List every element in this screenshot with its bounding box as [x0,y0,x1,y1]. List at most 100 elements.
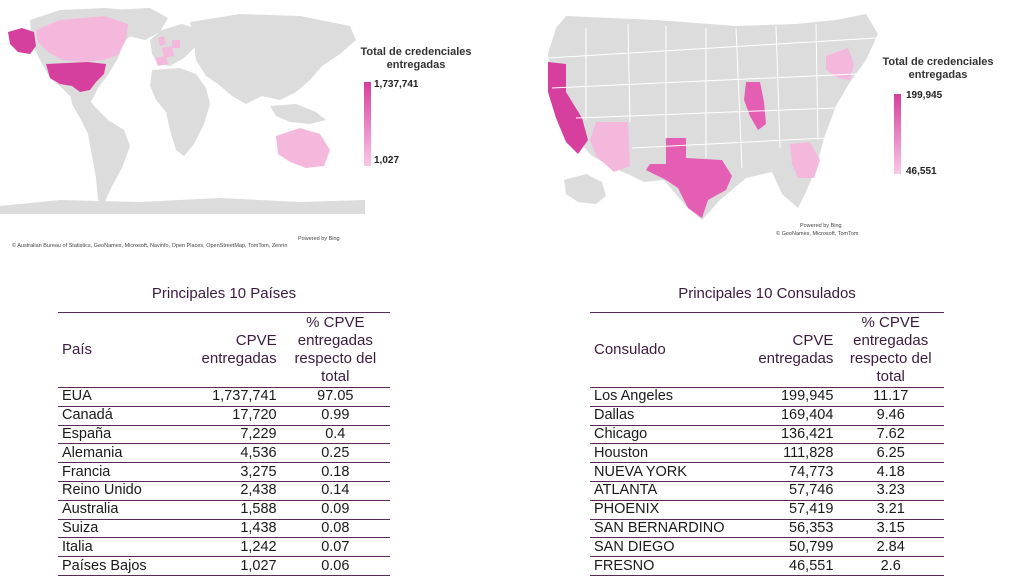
country-cpve: 1,588 [171,500,281,520]
table-row: NUEVA YORK 74,773 4.18 [590,462,944,482]
map-region-greenland [110,8,168,40]
consulate-cpve: 74,773 [737,462,838,482]
table-row: Houston 111,828 6.25 [590,443,944,464]
consulate-cpve: 56,353 [737,519,838,539]
us-powered-by: Powered by Bing [800,223,842,229]
country-pct: 0.99 [280,406,390,426]
table-row: Reino Unido 2,438 0.14 [58,481,390,501]
country-pct: 0.09 [280,500,390,520]
map-region-asia [190,14,356,104]
world-legend-title: Total de credenciales entregadas [360,46,472,71]
consulate-cpve: 136,421 [737,425,838,445]
country-pct: 0.4 [280,425,390,445]
consulate-pct: 2.84 [837,537,944,558]
map-region-canada [36,16,128,62]
table-row: FRESNO 46,551 2.6 [590,556,944,576]
map-region-australia [276,128,330,168]
world-legend-max: 1,737,741 [374,79,419,90]
map-region-uk [158,36,166,46]
map-region-alaska [8,28,36,54]
country-name: Francia [58,462,172,482]
country-cpve: 4,536 [171,443,281,464]
country-name: Países Bajos [58,556,172,576]
consulate-name: NUEVA YORK [590,462,738,482]
country-cpve: 1,242 [171,537,281,558]
country-pct: 0.06 [280,556,390,576]
us-attribution[interactable]: © GeoNames, Microsoft, TomTom [776,231,859,237]
consulates-table-header: Consulado CPVE entregadas % CPVE entrega… [590,312,944,388]
table-row: Italia 1,242 0.07 [58,537,390,558]
world-map-svg [0,8,365,214]
country-cpve: 2,438 [171,481,281,501]
country-name: España [58,425,172,445]
consulate-cpve: 57,746 [737,481,838,501]
consulate-name: Chicago [590,425,738,445]
world-powered-by: Powered by Bing [298,236,340,242]
table-row: España 7,229 0.4 [58,425,390,445]
map-region-antarctica [0,198,365,214]
countries-table-header: País CPVE entregadas % CPVE entregadas r… [58,312,390,388]
col-header-country: País [58,312,172,388]
consulate-cpve: 111,828 [737,443,838,464]
country-cpve: 3,275 [171,462,281,482]
country-pct: 0.25 [280,443,390,464]
us-legend-title: Total de credenciales entregadas [882,56,994,81]
country-cpve: 1,737,741 [171,387,281,407]
consulate-pct: 6.25 [837,443,944,464]
consulate-pct: 3.15 [837,519,944,539]
consulate-name: ATLANTA [590,481,738,501]
consulate-pct: 4.18 [837,462,944,482]
us-legend-min: 46,551 [906,166,937,177]
country-name: Italia [58,537,172,558]
map-region-usa [46,62,106,92]
country-cpve: 1,027 [171,556,281,576]
table-row: Alemania 4,536 0.25 [58,443,390,464]
table-row: PHOENIX 57,419 3.21 [590,500,944,520]
map-region-california [548,62,588,154]
table-row: EUA 1,737,741 97.05 [58,387,390,407]
consulate-pct: 7.62 [837,425,944,445]
country-name: Reino Unido [58,481,172,501]
table-row: Países Bajos 1,027 0.06 [58,556,390,576]
countries-table-title: Principales 10 Países [151,285,297,302]
map-region-africa [150,68,210,156]
country-cpve: 7,229 [171,425,281,445]
map-region-illinois [744,82,766,130]
consulate-pct: 3.21 [837,500,944,520]
country-name: Alemania [58,443,172,464]
consulate-cpve: 57,419 [737,500,838,520]
col-header-cpve: CPVE entregadas [737,312,838,388]
table-row: Francia 3,275 0.18 [58,462,390,482]
world-attribution[interactable]: © Australian Bureau of Statistics, GeoNa… [12,243,288,249]
consulates-table: Consulado CPVE entregadas % CPVE entrega… [590,312,944,576]
us-map: Total de credenciales entregadas 199,945… [536,8,994,244]
country-name: Australia [58,500,172,520]
country-name: Suiza [58,519,172,539]
map-region-arizona [590,122,630,172]
table-row: SAN BERNARDINO 56,353 3.15 [590,519,944,539]
table-row: Australia 1,588 0.09 [58,500,390,520]
table-row: Suiza 1,438 0.08 [58,519,390,539]
country-pct: 0.14 [280,481,390,501]
consulate-cpve: 50,799 [737,537,838,558]
country-cpve: 17,720 [171,406,281,426]
country-cpve: 1,438 [171,519,281,539]
consulate-name: Dallas [590,406,738,426]
consulate-name: SAN BERNARDINO [590,519,738,539]
world-legend-bar [364,82,371,166]
consulate-pct: 11.17 [837,387,944,407]
col-header-pct: % CPVE entregadas respecto del total [280,312,390,388]
col-header-cpve: CPVE entregadas [171,312,281,388]
consulate-name: Houston [590,443,738,464]
us-legend-bar [894,94,901,174]
table-row: ATLANTA 57,746 3.23 [590,481,944,501]
col-header-pct: % CPVE entregadas respecto del total [837,312,944,388]
country-pct: 0.18 [280,462,390,482]
country-pct: 0.07 [280,537,390,558]
table-row: SAN DIEGO 50,799 2.84 [590,537,944,558]
us-map-svg [547,14,878,220]
table-row: Los Angeles 199,945 11.17 [590,387,944,407]
world-map: Total de credenciales entregadas 1,737,7… [0,0,472,249]
map-region-us-alaska [564,174,606,204]
state-borders [547,23,877,169]
